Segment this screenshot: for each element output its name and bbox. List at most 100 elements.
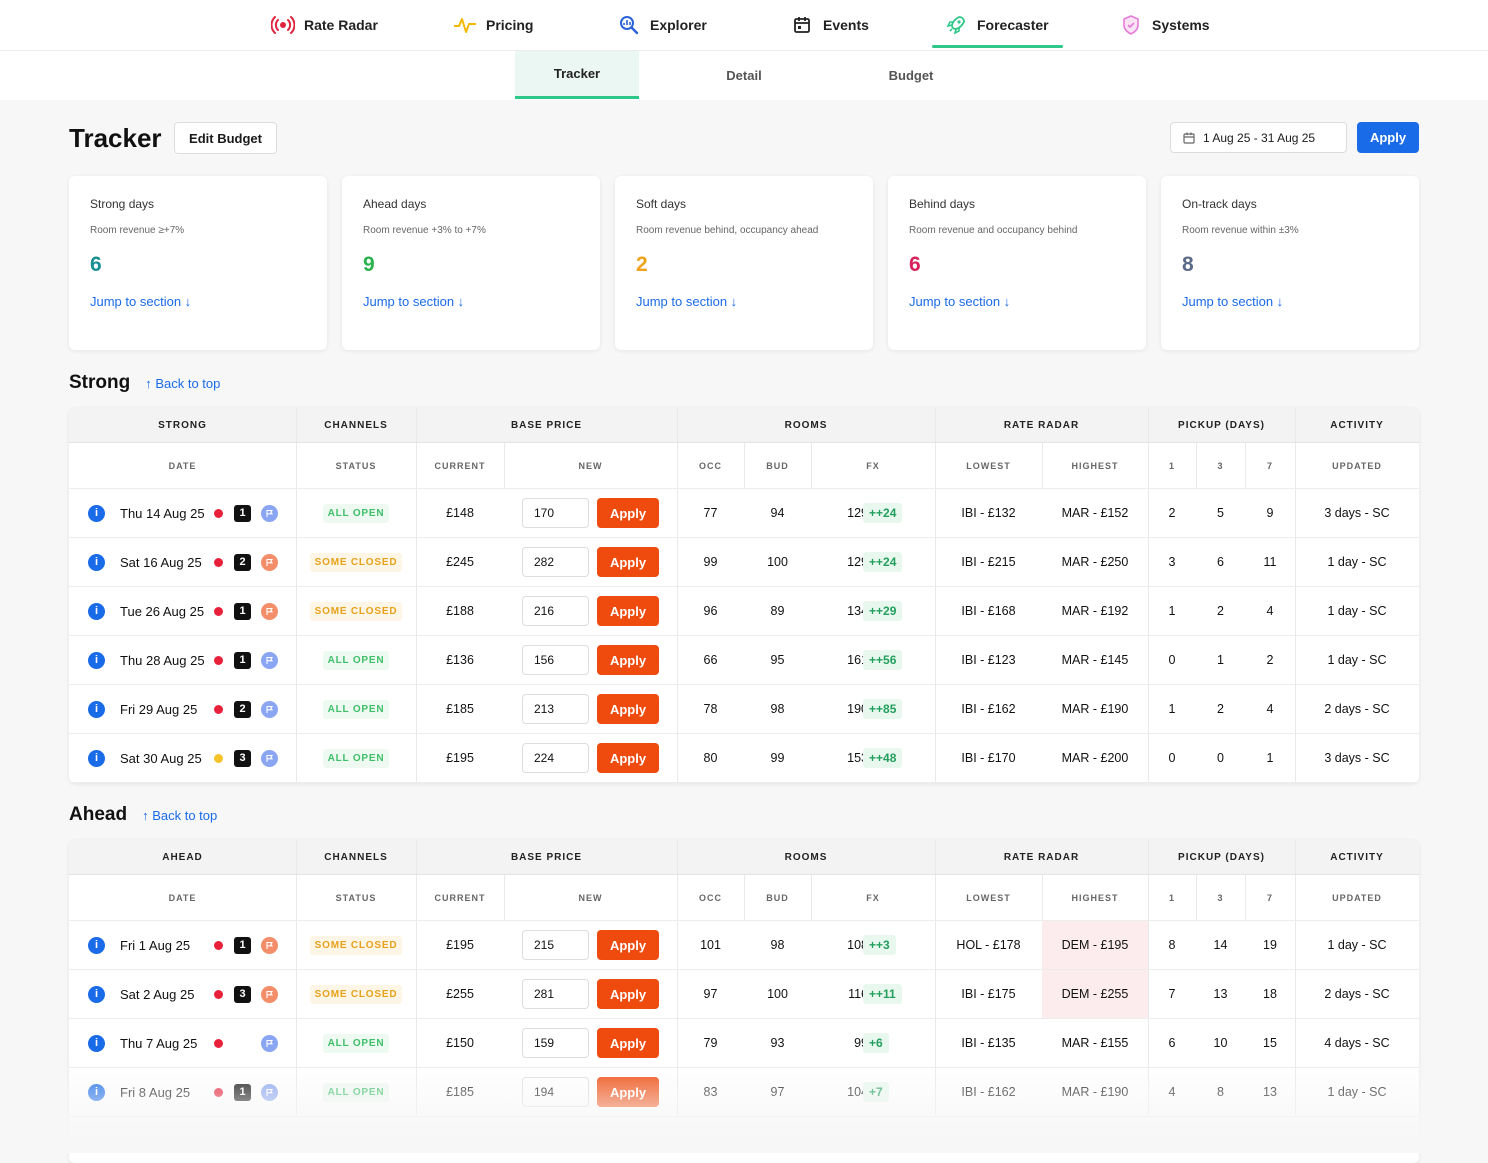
date-range-picker[interactable]: 1 Aug 25 - 31 Aug 25 [1170, 122, 1347, 153]
apply-price-button[interactable]: Apply [597, 1028, 659, 1058]
new-price-input[interactable]: 194 [522, 1077, 589, 1107]
new-price-input[interactable]: 282 [522, 547, 589, 577]
apply-price-button[interactable]: Apply [597, 694, 659, 724]
info-icon[interactable]: i [88, 651, 105, 669]
flag-icon[interactable] [261, 602, 278, 620]
new-price-input[interactable]: 213 [522, 694, 589, 724]
new-price-input[interactable]: 216 [522, 596, 589, 626]
tab-budget[interactable]: Budget [888, 67, 934, 83]
bud-value: 97 [770, 1085, 785, 1099]
column-divider [296, 538, 297, 586]
flag-icon[interactable] [261, 1083, 278, 1101]
card-strong: Strong days Room revenue ≥+7% 6 Jump to … [69, 176, 327, 350]
updated-value: 3 days - SC [1324, 506, 1390, 520]
jump-to-section-link[interactable]: Jump to section ↓ [1182, 294, 1284, 309]
apply-price-button[interactable]: Apply [597, 498, 659, 528]
column-header: HIGHEST [1071, 892, 1119, 903]
info-icon[interactable]: i [88, 1083, 105, 1101]
new-price-input[interactable]: 156 [522, 645, 589, 675]
edit-budget-button[interactable]: Edit Budget [174, 122, 277, 154]
status-cell: ALL OPEN [296, 685, 416, 733]
tab-detail[interactable]: Detail [726, 67, 762, 83]
flag-icon[interactable] [261, 504, 278, 522]
flag-icon[interactable] [261, 985, 278, 1003]
back-to-top-link[interactable]: ↑ Back to top [145, 375, 221, 391]
nav-systems[interactable]: Systems [1119, 0, 1210, 50]
status-dot [214, 557, 223, 567]
apply-price-button[interactable]: Apply [597, 743, 659, 773]
column-divider [1148, 921, 1149, 969]
column-header: 7 [1266, 892, 1273, 903]
highest-rate: MAR - £190 [1061, 702, 1129, 716]
nav-pricing[interactable]: Pricing [453, 0, 533, 50]
nav-forecaster[interactable]: Forecaster [932, 0, 1063, 50]
apply-date-button[interactable]: Apply [1357, 122, 1419, 153]
new-price-input[interactable]: 159 [522, 1028, 589, 1058]
apply-price-button[interactable]: Apply [597, 645, 659, 675]
highest-rate: MAR - £155 [1061, 1036, 1129, 1050]
status-cell: ALL OPEN [296, 1068, 416, 1116]
jump-to-section-link[interactable]: Jump to section ↓ [90, 294, 192, 309]
flag-icon[interactable] [261, 700, 278, 718]
flag-icon[interactable] [261, 651, 278, 669]
new-price-input[interactable]: 224 [522, 743, 589, 773]
flag-icon[interactable] [261, 936, 278, 954]
new-price-cell: 156 Apply [504, 636, 677, 684]
updated-value: 3 days - SC [1324, 751, 1390, 765]
fx-delta-badge: ++11 [863, 984, 902, 1004]
column-divider [677, 587, 678, 635]
lowest-rate: HOL - £178 [956, 938, 1021, 952]
pickup-1: 0 [1168, 751, 1176, 765]
status-dot [214, 1087, 223, 1097]
group-header: BASE PRICE [510, 851, 583, 863]
group-header: RATE RADAR [1003, 419, 1080, 431]
column-divider [811, 443, 812, 488]
date-cell: i Fri 1 Aug 25 1 [69, 921, 296, 969]
occ-value: 83 [703, 1085, 718, 1099]
info-icon[interactable]: i [88, 985, 105, 1003]
jump-to-section-link[interactable]: Jump to section ↓ [363, 294, 465, 309]
date-cell: i Thu 7 Aug 25 [69, 1019, 296, 1067]
flag-icon[interactable] [261, 553, 278, 571]
info-icon[interactable]: i [88, 1034, 105, 1052]
pickup-7: 4 [1266, 702, 1274, 716]
date-label: Sat 16 Aug 25 [120, 554, 202, 570]
channel-status-badge: SOME CLOSED [309, 601, 403, 621]
info-icon[interactable]: i [88, 553, 105, 571]
bud-value: 99 [770, 751, 785, 765]
apply-price-button[interactable]: Apply [597, 596, 659, 626]
current-price: £148 [446, 506, 474, 520]
updated-value: 1 day - SC [1327, 653, 1387, 667]
apply-price-button[interactable]: Apply [597, 930, 659, 960]
new-price-input[interactable]: 170 [522, 498, 589, 528]
column-header: CURRENT [434, 892, 486, 903]
flag-icon[interactable] [261, 749, 278, 767]
flag-icon[interactable] [261, 1034, 278, 1052]
info-icon[interactable]: i [88, 602, 105, 620]
group-header: ACTIVITY [1330, 851, 1384, 863]
column-header: OCC [699, 892, 722, 903]
info-icon[interactable]: i [88, 504, 105, 522]
tab-tracker[interactable]: Tracker [515, 51, 639, 99]
info-icon[interactable]: i [88, 936, 105, 954]
pickup-7: 1 [1266, 751, 1274, 765]
pickup-7: 19 [1263, 938, 1277, 952]
nav-explorer[interactable]: Explorer [617, 0, 707, 50]
new-price-input[interactable]: 215 [522, 930, 589, 960]
column-header: BUD [766, 460, 789, 471]
pickup-1: 7 [1168, 987, 1176, 1001]
back-to-top-link[interactable]: ↑ Back to top [142, 807, 218, 823]
nav-rate-radar[interactable]: Rate Radar [271, 0, 378, 50]
apply-price-button[interactable]: Apply [597, 979, 659, 1009]
new-price-input[interactable]: 281 [522, 979, 589, 1009]
jump-to-section-link[interactable]: Jump to section ↓ [636, 294, 738, 309]
apply-price-button[interactable]: Apply [597, 547, 659, 577]
fx-value: 134 [847, 604, 868, 618]
date-label: Thu 14 Aug 25 [120, 505, 205, 521]
jump-to-section-link[interactable]: Jump to section ↓ [909, 294, 1011, 309]
info-icon[interactable]: i [88, 700, 105, 718]
info-icon[interactable]: i [88, 749, 105, 767]
nav-events[interactable]: Events [790, 0, 869, 50]
lowest-rate: IBI - £215 [961, 555, 1016, 569]
apply-price-button[interactable]: Apply [597, 1077, 659, 1107]
